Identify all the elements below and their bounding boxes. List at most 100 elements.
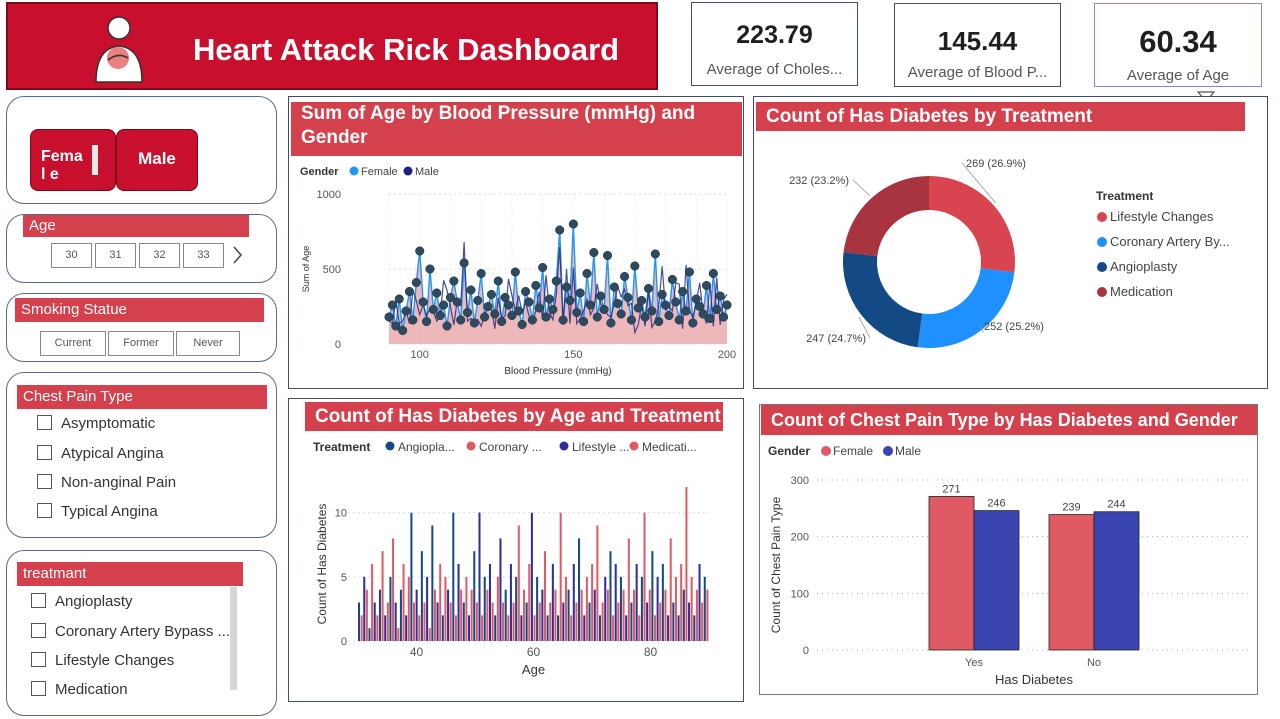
- checkbox-item[interactable]: Coronary Artery Bypass ...: [31, 623, 230, 640]
- legend-title: Treatment: [313, 440, 370, 454]
- data-point: [575, 288, 585, 298]
- leader-line: [852, 179, 870, 196]
- smoking-chip[interactable]: Former: [108, 331, 174, 356]
- slicer-title: treatmant: [17, 562, 243, 586]
- x-axis-title: Age: [522, 662, 545, 677]
- y-tick-label: 10: [335, 508, 347, 520]
- legend-marker: [385, 441, 395, 451]
- x-tick-label: No: [1087, 657, 1101, 669]
- checkbox[interactable]: [31, 623, 46, 638]
- age-chip[interactable]: 32: [139, 243, 180, 268]
- kpi-card-age[interactable]: 60.34 Average of Age: [1094, 3, 1262, 87]
- bar: [549, 602, 552, 641]
- legend-label: Medicati...: [642, 440, 697, 454]
- slicer-title: Smoking Statue: [15, 298, 264, 322]
- data-point: [527, 315, 537, 325]
- scrollbar[interactable]: [230, 587, 237, 690]
- bar: [706, 589, 709, 641]
- data-point: [599, 304, 609, 315]
- data-point: [592, 312, 602, 322]
- checkbox-item[interactable]: Typical Angina: [37, 503, 158, 520]
- checkbox[interactable]: [31, 681, 46, 696]
- data-point: [391, 321, 401, 331]
- age-chip[interactable]: 31: [95, 243, 136, 268]
- smoking-chip[interactable]: Never: [176, 331, 240, 356]
- checkbox[interactable]: [37, 503, 52, 518]
- bar: [701, 602, 704, 641]
- bar: [394, 602, 397, 641]
- gender-button-male[interactable]: Male: [116, 129, 198, 191]
- data-point: [640, 312, 650, 322]
- bar: [664, 589, 667, 641]
- y-axis-title: Count of Chest Pain Type: [769, 496, 783, 633]
- bar: [677, 615, 680, 641]
- bar: [444, 576, 447, 641]
- checkbox[interactable]: [31, 593, 46, 608]
- data-point: [606, 318, 616, 328]
- checkbox[interactable]: [37, 415, 52, 430]
- data-point: [480, 312, 490, 322]
- bar: [619, 576, 622, 641]
- data-label: 232 (23.2%): [789, 175, 849, 187]
- bar: [386, 602, 389, 641]
- chest-pain-bar-chart[interactable]: Gender Female Male 0 100 200 300 Count of Chest…: [760, 437, 1257, 694]
- checkbox-item[interactable]: Asymptomatic: [37, 415, 155, 432]
- bar: [468, 615, 471, 641]
- checkbox[interactable]: [31, 652, 46, 667]
- x-tick-label: 40: [410, 645, 424, 659]
- checkbox-item[interactable]: Angioplasty: [31, 593, 133, 610]
- checkbox[interactable]: [37, 445, 52, 460]
- bar: [486, 589, 489, 641]
- bar: [536, 576, 539, 641]
- bar: [363, 576, 366, 641]
- bar: [384, 615, 387, 641]
- leader-line: [979, 325, 984, 333]
- bar: [541, 589, 544, 641]
- y-tick-label: 0: [803, 645, 809, 657]
- checkbox-item[interactable]: Atypical Angina: [37, 445, 164, 462]
- donut-slice: [843, 252, 923, 348]
- dashboard-title: Heart Attack Rick Dashboard: [193, 32, 620, 67]
- bar: [457, 564, 460, 641]
- smoking-chip[interactable]: Current: [40, 331, 106, 356]
- gender-button-female[interactable]: Femal e: [30, 129, 116, 191]
- data-point: [558, 315, 568, 325]
- data-point: [579, 316, 589, 327]
- bar: [572, 564, 575, 641]
- bar: [483, 576, 486, 641]
- bar: [640, 576, 643, 641]
- checkbox-item[interactable]: Lifestyle Changes: [31, 652, 174, 669]
- legend-marker: [466, 441, 476, 451]
- x-tick-label: 80: [644, 645, 658, 659]
- age-chip[interactable]: 30: [51, 243, 92, 268]
- bar: [659, 602, 662, 641]
- bar: [653, 615, 657, 641]
- bar: [688, 602, 691, 641]
- checkbox[interactable]: [37, 474, 52, 489]
- line-chart[interactable]: Gender Female Male 0 500 1000 100 150 200 Blood P…: [289, 157, 743, 387]
- donut-chart[interactable]: 269 (26.9%) 252 (25.2%) 247 (24.7%) 232 (23…: [754, 133, 1267, 388]
- bar: [609, 551, 612, 641]
- chevron-right-icon[interactable]: [231, 245, 243, 265]
- bar: [494, 615, 497, 641]
- age-bar-chart[interactable]: Treatment Angiopla... Coronary ... Lifestyl…: [289, 433, 743, 701]
- checkbox-item[interactable]: Non-anginal Pain: [37, 474, 176, 491]
- bar: [462, 602, 465, 641]
- data-point: [657, 289, 667, 300]
- bar: [381, 551, 384, 641]
- bar: [407, 576, 410, 641]
- bar: [533, 615, 536, 641]
- bar: [928, 496, 975, 651]
- data-point: [422, 316, 432, 327]
- bar: [507, 615, 510, 641]
- bar: [496, 576, 499, 641]
- bar: [447, 589, 450, 641]
- bar: [578, 538, 581, 641]
- legend-marker-male: [403, 166, 413, 176]
- x-tick-label: 200: [718, 349, 736, 361]
- checkbox-item[interactable]: Medication: [31, 681, 128, 698]
- legend-label: Coronary Artery By...: [1110, 234, 1230, 249]
- y-axis-title: Sum of Age: [301, 246, 311, 293]
- scrollbar[interactable]: [92, 145, 98, 175]
- age-chip[interactable]: 33: [183, 243, 224, 268]
